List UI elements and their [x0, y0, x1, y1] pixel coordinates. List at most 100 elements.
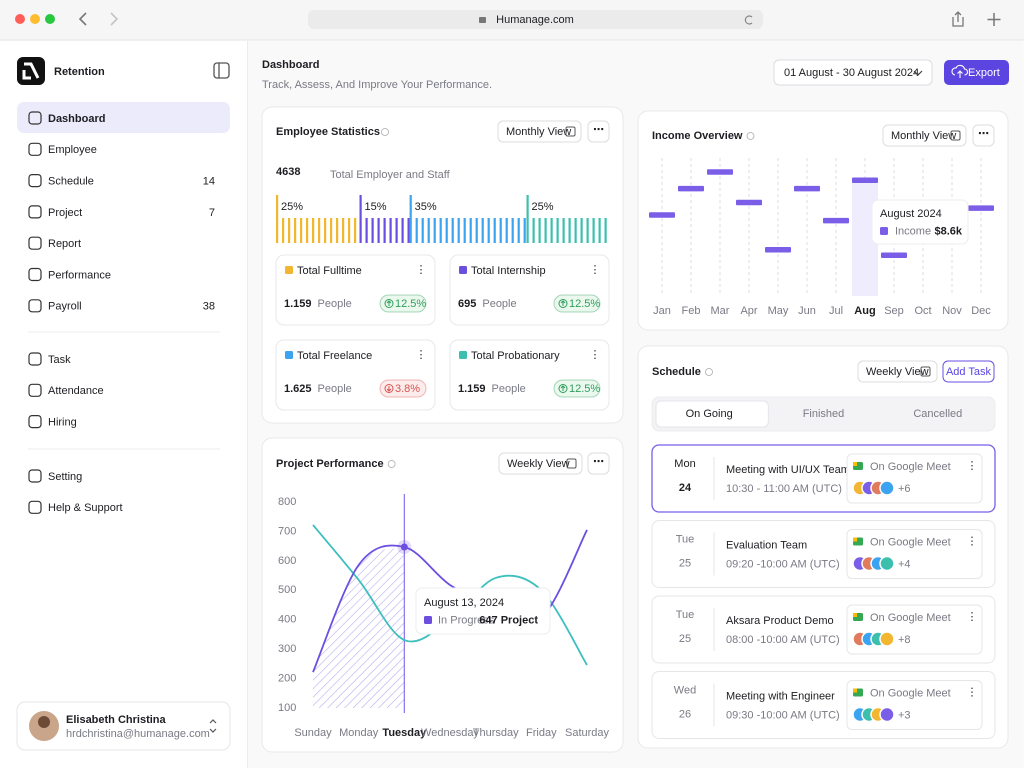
share-button[interactable] [952, 11, 964, 27]
window-close[interactable] [15, 14, 25, 24]
collapse-sidebar[interactable] [213, 62, 230, 79]
stat-card-title: Total Internship [471, 265, 546, 277]
distribution-tick [427, 218, 430, 243]
stat-card-unit: People [318, 298, 352, 310]
nav-label: Report [48, 238, 81, 250]
change-icon [558, 384, 568, 393]
nav-icon [28, 352, 42, 366]
brand-name: Retention [54, 66, 105, 78]
url-bar[interactable] [308, 10, 763, 29]
view-selector[interactable] [857, 360, 938, 383]
event-menu[interactable]: ⋮ [967, 686, 978, 698]
tab-label: On Going [686, 408, 733, 420]
distribution-tick [463, 218, 466, 243]
event-title: Meeting with Engineer [726, 690, 835, 702]
forward-button[interactable] [110, 12, 119, 26]
attendee-more: +4 [898, 558, 911, 570]
attendee-avatar [879, 631, 895, 647]
window-minimize[interactable] [30, 14, 40, 24]
stat-card-menu[interactable]: ⋮ [416, 264, 427, 276]
calendar-icon [565, 126, 576, 137]
more-button[interactable] [587, 120, 610, 143]
distribution-tick [409, 195, 412, 243]
brand-logo [17, 57, 45, 85]
event-date: 25 [679, 557, 691, 569]
x-tick-label: Thursday [473, 727, 519, 739]
user-avatar-head [38, 716, 50, 728]
tooltip-title: August 2024 [880, 208, 942, 220]
event-time: 08:00 -10:00 AM (UTC) [726, 634, 840, 646]
event-menu[interactable]: ⋮ [967, 611, 978, 623]
event-location: On Google Meet [870, 536, 951, 548]
income-overview: Income Overview Monthly View ⋯ Jan Feb Mar Apr… [649, 124, 995, 317]
view-selector[interactable] [498, 452, 583, 475]
user-menu-toggle[interactable] [209, 719, 217, 733]
distribution-tick [318, 218, 321, 243]
tooltip-label: Income [895, 225, 931, 237]
more-button[interactable] [972, 124, 995, 147]
distribution-tick [538, 218, 541, 243]
distribution-tick [401, 218, 404, 243]
distribution-tick [415, 218, 418, 243]
distribution-tick [475, 218, 478, 243]
distribution-tick [457, 218, 460, 243]
stat-card-unit: People [492, 383, 526, 395]
distribution-tick [532, 218, 535, 243]
distribution-label: 25% [532, 201, 554, 213]
more-dots: ⋯ [593, 456, 604, 468]
stat-card-title: Total Probationary [471, 350, 560, 362]
stat-card-menu[interactable]: ⋮ [416, 349, 427, 361]
distribution-label: 15% [365, 201, 387, 213]
nav-badge: 38 [203, 301, 215, 313]
tab-active[interactable] [655, 400, 769, 428]
x-tick-label: Tuesday [382, 727, 427, 739]
distribution-tick [556, 218, 559, 243]
total-label: Total Employer and Staff [330, 169, 451, 181]
export-icon [951, 64, 968, 78]
page-subtitle: Track, Assess, And Improve Your Performa… [262, 79, 492, 91]
distribution-tick [348, 218, 351, 243]
page-title: Dashboard [262, 59, 319, 71]
tab-label[interactable]: Finished [803, 408, 845, 420]
export-label: Export [968, 67, 1000, 79]
income-marker [823, 217, 849, 224]
window-zoom[interactable] [45, 14, 55, 24]
info-icon [381, 128, 389, 136]
add-task-button[interactable] [942, 360, 995, 383]
distribution-tick [493, 218, 496, 243]
date-range-picker[interactable] [773, 59, 933, 86]
back-button[interactable] [78, 12, 87, 26]
stat-card-menu[interactable]: ⋮ [590, 349, 601, 361]
add-task-label: Add Task [946, 366, 992, 378]
nav-label: Help & Support [48, 502, 123, 514]
x-tick-label: May [768, 305, 789, 317]
stat-card-menu[interactable]: ⋮ [590, 264, 601, 276]
distribution-segment [359, 195, 410, 243]
export-button[interactable] [944, 60, 1009, 85]
user-card[interactable] [16, 701, 231, 751]
x-tick-label: Sep [884, 305, 904, 317]
income-marker [881, 252, 907, 259]
reload-button[interactable] [744, 15, 753, 25]
nav-label: Setting [48, 471, 82, 483]
view-selector[interactable] [497, 120, 582, 143]
new-tab-button[interactable] [987, 13, 1001, 26]
distribution-tick [383, 218, 386, 243]
view-selector[interactable] [882, 124, 967, 147]
nav-label: Project [48, 207, 82, 219]
distribution-tick [451, 218, 454, 243]
stat-card-icon [459, 351, 467, 359]
distribution-label: 35% [415, 201, 437, 213]
tab-label[interactable]: Cancelled [913, 408, 962, 420]
tooltip-label: In Progress [438, 614, 495, 626]
url-text: Humanage.com [496, 14, 574, 26]
card-title: Income Overview [652, 130, 743, 142]
event-menu[interactable]: ⋮ [967, 460, 978, 472]
event-menu[interactable]: ⋮ [967, 535, 978, 547]
view-label: Monthly View [891, 130, 956, 142]
x-tick-label: Jun [798, 305, 816, 317]
more-button[interactable] [587, 452, 610, 475]
nav-icon [28, 111, 42, 125]
distribution-tick [312, 218, 315, 243]
